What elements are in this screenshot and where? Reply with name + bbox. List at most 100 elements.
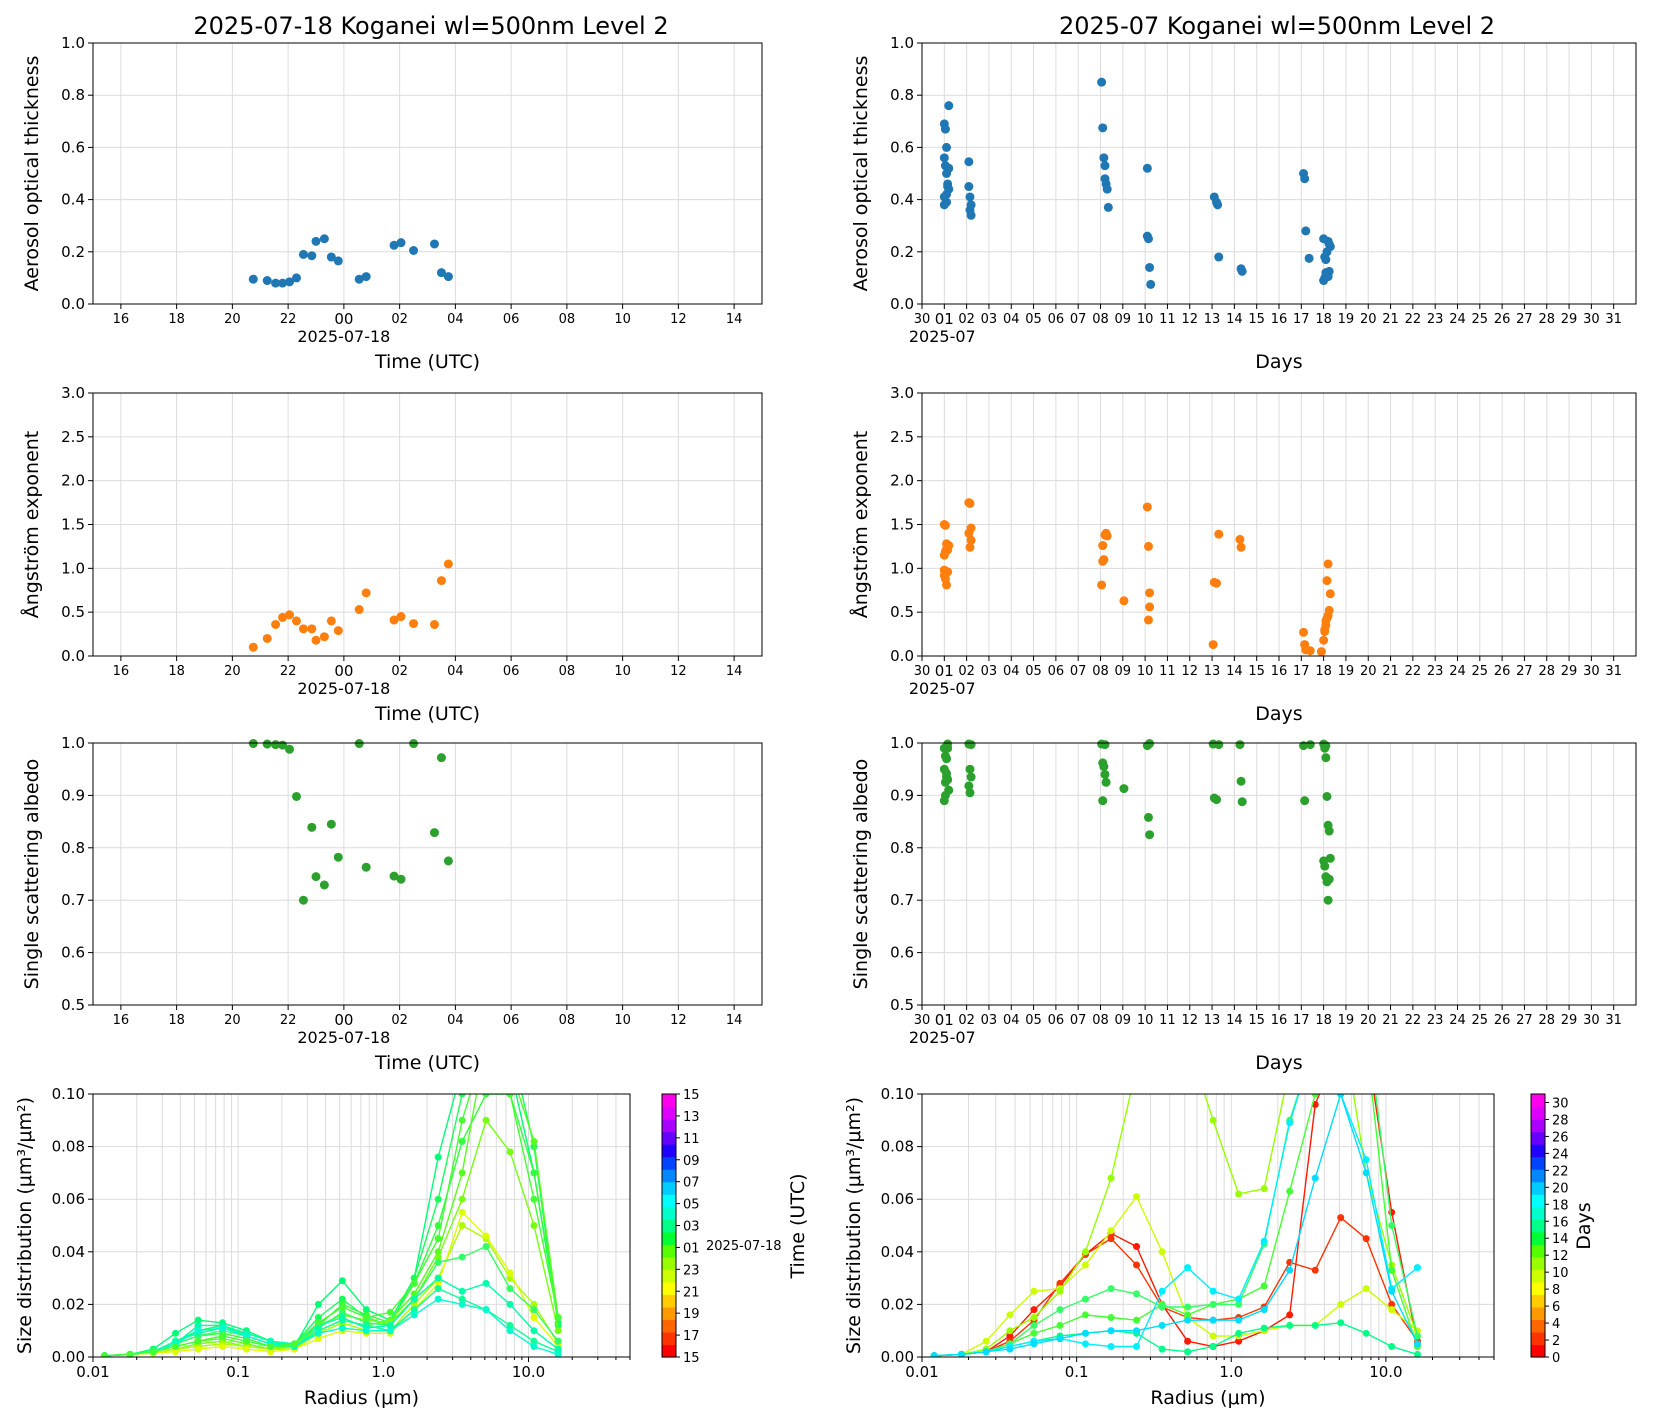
left-colorbar-date-label: 2025-07-18 (706, 1239, 782, 1254)
day-panel-2-ytick-label: 3.0 (61, 384, 85, 402)
left-colorbar-swatch (662, 1281, 676, 1295)
day-size-panel-series-point (530, 1195, 538, 1203)
day-panel-1-point (307, 251, 317, 261)
day-panel-3-point (298, 895, 308, 905)
day-size-panel-series-point (482, 1116, 490, 1124)
month-panel-3-xtick-label: 31 (1605, 1013, 1622, 1028)
month-size-panel-series-point (1158, 1345, 1166, 1353)
day-panel-1-point (298, 249, 308, 259)
month-size-panel-series-point (1312, 1038, 1319, 1045)
day-size-panel-series-point (314, 1319, 322, 1327)
month-panel-3-xtick-label: 09 (1115, 1013, 1132, 1028)
month-panel-1-group: 30 01 02 03 04 05 06 07 08 09 10 11 12 13 14 15 16 17 18 19… (850, 34, 1636, 373)
day-panel-3-point (326, 819, 336, 829)
day-size-panel-series-point (458, 1253, 466, 1261)
day-size-panel-series-point (171, 1348, 179, 1356)
month-size-panel-series-point (1311, 1174, 1319, 1182)
month-panel-3-point (1100, 740, 1110, 750)
month-panel-3-point (939, 764, 949, 774)
left-colorbar-tick-label: 03 (683, 1220, 700, 1235)
month-panel-1-xtick-label: 21 (1382, 312, 1399, 327)
day-panel-2-ylabel: Ångström exponent (20, 431, 43, 619)
month-panel-2-xtick-label: 02 (958, 664, 975, 679)
month-size-panel-series-point (1030, 1321, 1038, 1329)
day-panel-3-point (429, 828, 439, 838)
day-panel-2-point (271, 619, 281, 629)
month-size-panel-series-point (1184, 1264, 1192, 1272)
day-panel-1-xtick-label: 20 (224, 312, 241, 327)
day-panel-3-point (436, 753, 446, 763)
month-panel-1-point (943, 182, 953, 192)
month-panel-1-xtick-label: 30 (1583, 312, 1600, 327)
month-size-panel-series-point (1133, 1327, 1141, 1335)
right-colorbar-label: Days (1573, 1202, 1595, 1249)
day-panel-3-point (311, 872, 321, 882)
day-panel-1-xtick-label: 12 (670, 312, 687, 327)
month-size-panel-series-point (1081, 1248, 1089, 1256)
month-panel-3-ytick-label: 0.5 (890, 996, 914, 1014)
month-panel-2-point (1208, 640, 1218, 650)
month-size-panel-series-point (1158, 1248, 1166, 1256)
month-panel-1-xtick-label: 08 (1092, 312, 1109, 327)
day-size-panel-series-point (434, 1258, 442, 1266)
day-size-panel-series-point (338, 1324, 346, 1332)
day-panel-2-ytick-label: 2.5 (61, 428, 85, 446)
day-size-panel-xlabel: Radius (μm) (304, 1387, 419, 1409)
month-panel-2-ytick-label: 1.5 (890, 516, 914, 534)
month-panel-3-point (965, 764, 975, 774)
month-panel-2-point (1316, 647, 1326, 657)
month-panel-3-point (940, 790, 950, 800)
month-size-panel-series-point (1184, 1337, 1192, 1345)
month-panel-2-point (1235, 534, 1245, 544)
left-colorbar-swatch (662, 1131, 676, 1145)
day-size-panel-series-group (100, 1038, 562, 1357)
month-size-panel-series-point (1107, 1227, 1115, 1235)
day-size-panel-series-line (104, 1094, 559, 1357)
month-panel-3-ylabel: Single scattering albedo (850, 759, 872, 990)
day-panel-3-xtick-label: 18 (168, 1013, 185, 1028)
day-size-panel-series-point (530, 1327, 538, 1335)
month-size-panel-series-point (1286, 1266, 1294, 1274)
month-panel-2-ytick-label: 3.0 (890, 384, 914, 402)
month-panel-2-xtick-label: 29 (1561, 664, 1578, 679)
day-size-panel-series-point (507, 1038, 514, 1045)
month-panel-2-point (964, 528, 974, 538)
day-size-panel-series-point (338, 1303, 346, 1311)
month-size-panel-ytick-label: 0.04 (881, 1243, 914, 1261)
month-size-panel-xtick-label: 0.1 (1065, 1363, 1089, 1381)
day-size-panel-series-point (554, 1327, 562, 1335)
month-panel-2-point (965, 498, 975, 508)
day-size-panel-series-point (219, 1332, 227, 1340)
month-panel-2-xtick-label: 30 (1583, 664, 1600, 679)
day-size-panel-series-point (267, 1342, 275, 1350)
month-panel-3-point (1300, 796, 1310, 806)
day-size-panel-ytick-label: 0.02 (52, 1295, 85, 1313)
day-panel-2-xlabel: Time (UTC) (374, 703, 480, 725)
day-size-panel-xtick-label: 0.1 (226, 1363, 250, 1381)
day-size-panel-series-point (242, 1332, 250, 1340)
day-panel-3-xtick-label: 08 (559, 1013, 576, 1028)
month-size-panel-series-point (1081, 1295, 1089, 1303)
day-panel-3-frame (92, 742, 763, 1006)
month-panel-3-point (942, 754, 952, 764)
right-colorbar-swatch (1531, 1219, 1545, 1233)
month-size-panel-series-point (1006, 1311, 1014, 1319)
month-size-panel-series-line (934, 1094, 1419, 1357)
month-panel-2-xtick-label: 01 (935, 662, 954, 680)
day-panel-2-point (333, 626, 343, 636)
month-size-panel-series-point (1107, 1285, 1115, 1293)
right-colorbar-tick-label: 18 (1552, 1198, 1569, 1213)
month-size-panel-series-point (957, 1350, 965, 1357)
day-size-panel-series-point (219, 1324, 227, 1332)
month-panel-1-xtick-label: 03 (981, 312, 998, 327)
month-panel-3-ytick-label: 0.9 (890, 786, 914, 804)
day-size-panel-series-point (338, 1277, 346, 1285)
month-size-panel-series-point (1235, 1190, 1243, 1198)
month-panel-2-xtick-label: 10 (1137, 664, 1154, 679)
month-panel-3-xtick-label: 19 (1338, 1013, 1355, 1028)
day-size-panel-series-point (434, 1295, 442, 1303)
day-size-panel-series-point (458, 1300, 466, 1308)
left-colorbar-swatch (662, 1344, 676, 1358)
